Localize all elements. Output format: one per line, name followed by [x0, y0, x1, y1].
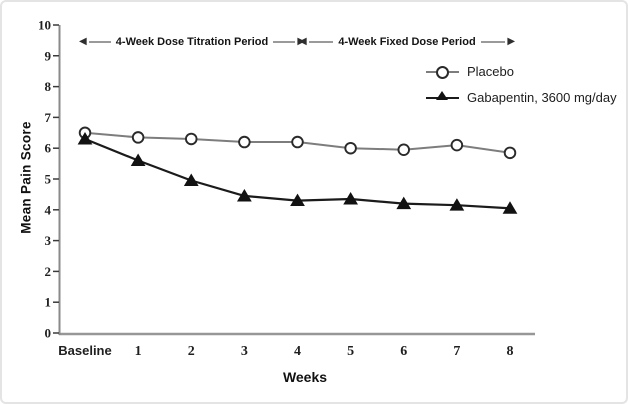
filled-triangle-marker-icon [436, 90, 448, 100]
legend-item-gabapentin: Gabapentin, 3600 mg/day [426, 90, 617, 105]
data-point-circle [397, 143, 411, 156]
y-tick-label: 6 [45, 141, 52, 156]
annotation-line [480, 41, 506, 43]
x-tick-label: 7 [453, 344, 460, 359]
y-axis-title: Mean Pain Score [18, 121, 34, 234]
y-tick-label: 10 [38, 18, 51, 33]
data-point-circle [184, 132, 198, 146]
y-tick-label: 4 [45, 202, 52, 217]
data-point-triangle [183, 173, 199, 187]
x-tick-label: 3 [241, 344, 248, 359]
legend-line [426, 90, 459, 100]
data-point-triangle [236, 188, 252, 202]
y-tick-label: 8 [45, 79, 52, 94]
arrow-right-icon: ▶ [297, 36, 306, 47]
y-tick-label: 1 [45, 295, 52, 310]
annotation-line [273, 41, 296, 43]
x-axis-title: Weeks [282, 369, 328, 385]
x-tick-label: 2 [188, 344, 195, 359]
annotation-fixed-dose-period: ◀ 4-Week Fixed Dose Period ▶ [299, 34, 515, 50]
y-tick-label: 7 [45, 110, 52, 125]
data-point-circle [503, 146, 517, 160]
data-point-triangle [343, 192, 359, 205]
legend-label: Gabapentin, 3600 mg/day [467, 90, 617, 105]
x-tick-label: 8 [507, 344, 514, 359]
open-circle-marker-icon [436, 65, 449, 79]
data-point-triangle [449, 198, 465, 211]
data-point-circle [131, 131, 145, 144]
annotation-dose-titration-period: ◀ 4-Week Dose Titration Period ▶ [79, 34, 305, 50]
annotation-line [88, 41, 111, 43]
data-point-triangle [502, 201, 518, 214]
annotation-label: 4-Week Dose Titration Period [115, 36, 269, 48]
arrow-right-icon: ▶ [507, 36, 516, 47]
x-tick-label: 1 [135, 344, 142, 359]
legend-item-placebo: Placebo [426, 64, 617, 79]
data-point-circle [238, 135, 251, 149]
data-point-triangle [130, 153, 146, 167]
y-tick-label: 9 [45, 48, 52, 63]
y-tick-label: 3 [45, 233, 52, 248]
data-point-circle [450, 138, 464, 152]
annotation-label: 4-Week Fixed Dose Period [338, 36, 476, 48]
legend: Placebo Gabapentin, 3600 mg/day [426, 64, 617, 116]
x-tick-label: 5 [347, 344, 354, 359]
y-tick-label: 2 [45, 264, 52, 279]
x-tick-label: Baseline [58, 343, 111, 358]
x-tick-label: 4 [294, 344, 301, 359]
annotation-line [308, 41, 334, 43]
data-point-triangle [396, 196, 412, 210]
arrow-left-icon: ◀ [299, 36, 307, 47]
data-point-circle [291, 135, 304, 149]
legend-label: Placebo [467, 64, 514, 79]
y-tick-label: 0 [45, 326, 52, 341]
legend-line [426, 65, 459, 79]
arrow-left-icon: ◀ [79, 36, 87, 47]
x-tick-label: 6 [400, 344, 407, 359]
data-point-triangle [77, 131, 93, 145]
data-point-circle [344, 141, 357, 155]
data-point-triangle [290, 193, 305, 207]
y-tick-label: 5 [45, 172, 52, 187]
